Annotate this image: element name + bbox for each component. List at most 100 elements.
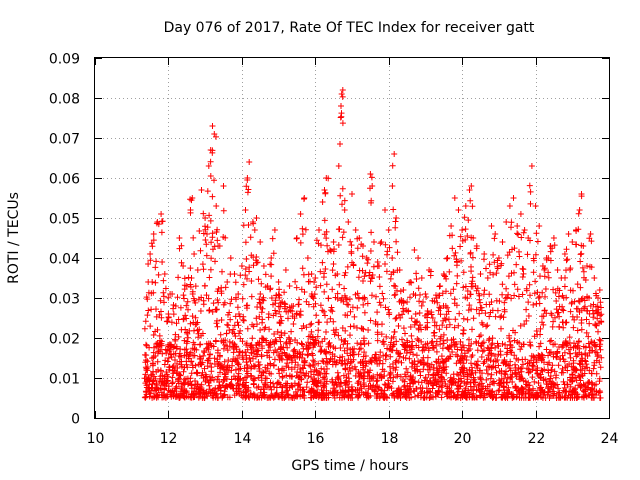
data-point xyxy=(269,235,276,242)
data-point xyxy=(277,338,284,345)
data-point xyxy=(525,379,532,386)
data-point xyxy=(147,390,154,397)
data-point xyxy=(556,389,563,396)
data-point xyxy=(260,263,267,269)
data-point xyxy=(308,271,315,277)
data-point xyxy=(187,281,194,288)
data-point xyxy=(508,219,515,226)
data-point xyxy=(560,307,567,314)
data-point xyxy=(267,261,274,268)
data-point xyxy=(588,238,595,245)
data-point xyxy=(368,229,375,236)
data-point xyxy=(359,358,366,365)
data-point xyxy=(493,391,500,398)
data-point xyxy=(570,357,577,364)
data-point xyxy=(379,366,386,373)
data-point xyxy=(310,378,317,385)
data-point xyxy=(403,389,410,396)
data-point xyxy=(417,384,424,391)
data-point xyxy=(211,177,217,184)
data-point xyxy=(190,234,197,241)
data-point xyxy=(195,361,202,368)
data-point xyxy=(199,261,206,268)
data-point xyxy=(468,263,474,270)
data-point xyxy=(467,372,474,379)
data-point xyxy=(161,385,168,392)
data-point xyxy=(285,315,291,322)
data-point xyxy=(339,358,346,364)
data-point xyxy=(352,227,359,233)
data-point xyxy=(421,390,428,396)
data-point xyxy=(564,256,571,263)
data-point xyxy=(439,382,446,389)
data-point xyxy=(488,299,495,305)
data-point xyxy=(567,308,574,315)
data-point xyxy=(256,341,262,348)
data-point xyxy=(360,301,367,308)
data-point xyxy=(177,346,184,353)
data-point xyxy=(209,308,216,315)
data-point xyxy=(489,307,496,314)
data-point xyxy=(561,283,568,290)
data-point xyxy=(375,386,382,393)
data-point xyxy=(456,310,463,317)
data-point xyxy=(422,291,429,297)
data-point xyxy=(338,380,345,387)
data-point xyxy=(452,394,459,401)
data-point xyxy=(299,364,306,371)
data-point xyxy=(541,389,548,396)
data-point xyxy=(320,374,327,381)
data-point xyxy=(552,314,558,321)
data-point xyxy=(467,249,474,256)
data-point xyxy=(149,355,155,362)
data-point xyxy=(439,322,446,329)
data-point xyxy=(399,336,405,343)
data-point xyxy=(555,362,562,369)
data-point xyxy=(203,292,210,299)
data-point xyxy=(143,342,150,349)
data-point xyxy=(191,352,198,359)
data-point xyxy=(330,248,337,255)
data-point xyxy=(454,346,461,353)
data-point xyxy=(144,312,151,319)
data-point xyxy=(347,368,354,374)
data-point xyxy=(340,341,347,348)
data-point xyxy=(200,266,207,273)
data-point xyxy=(329,378,336,385)
x-tick-label: 16 xyxy=(307,431,325,447)
data-point xyxy=(374,309,381,316)
data-point xyxy=(246,264,253,271)
data-point xyxy=(521,227,528,233)
data-point xyxy=(513,261,520,268)
data-point xyxy=(158,229,165,236)
data-point xyxy=(218,317,225,323)
data-point xyxy=(484,370,491,377)
data-point xyxy=(320,274,327,281)
data-point xyxy=(220,376,227,383)
data-point xyxy=(566,361,573,368)
data-point xyxy=(142,351,148,358)
data-point xyxy=(435,369,442,375)
data-point xyxy=(525,390,532,397)
data-point xyxy=(464,295,471,302)
data-point xyxy=(408,332,415,339)
data-point xyxy=(202,223,208,230)
data-point xyxy=(562,319,569,326)
data-point xyxy=(220,345,227,352)
data-point xyxy=(435,387,442,394)
data-point xyxy=(566,334,573,341)
data-point xyxy=(239,349,246,356)
data-point xyxy=(221,299,228,306)
data-point xyxy=(158,314,165,321)
data-point xyxy=(198,187,205,193)
data-point xyxy=(503,351,510,358)
x-tick-label: 14 xyxy=(234,431,252,447)
data-point xyxy=(233,366,239,373)
data-point xyxy=(463,367,470,374)
data-point xyxy=(589,394,596,401)
data-point xyxy=(460,373,467,380)
data-point xyxy=(154,219,161,225)
data-point xyxy=(188,370,195,377)
data-point xyxy=(394,249,401,256)
data-point xyxy=(553,306,560,313)
